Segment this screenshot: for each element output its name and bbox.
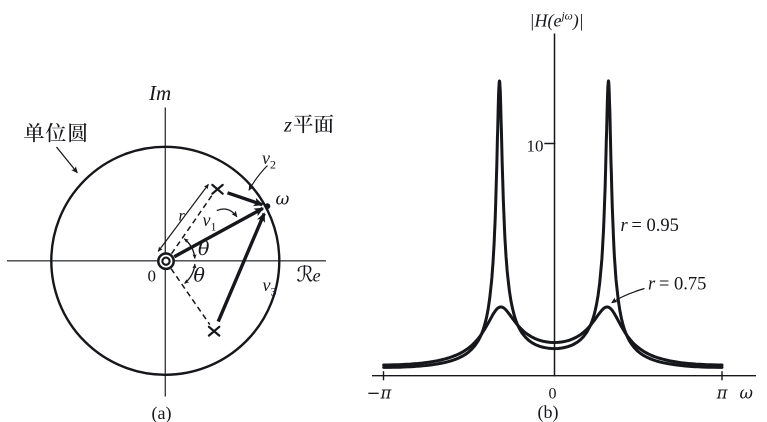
theta-label-upper: θ: [198, 238, 210, 260]
x-tick-label-zero: 0: [549, 386, 557, 403]
unit-circle-leader-arrow: [55, 146, 78, 174]
vector-v1-origin-to-omega: [173, 206, 265, 259]
theta-label-lower: θ: [194, 265, 206, 287]
panel-b-caption: (b): [538, 402, 559, 422]
series-label-r-0.95: r = 0.95: [621, 216, 679, 236]
v2-leader-arrow: [248, 165, 268, 191]
z-plane-label: z平面: [283, 108, 334, 138]
origin-label: 0: [148, 267, 157, 286]
pole-marker-lower: [207, 325, 221, 337]
vector-v2-upper-pole-to-omega: [226, 191, 264, 207]
chart-y-axis-title: |H(ejω)|: [530, 11, 584, 32]
unit-circle-label: 单位圆: [24, 118, 89, 148]
x-tick-label-pi: π: [716, 384, 729, 403]
vector-v3-lower-pole-to-omega: [216, 212, 266, 323]
r075-leader-arrow: [611, 287, 645, 304]
y-tick-label-10: 10: [527, 137, 544, 156]
panel-a-caption: (a): [152, 403, 172, 422]
vector-v2-label: v2: [262, 148, 276, 172]
vector-v1-label: v1: [203, 210, 217, 234]
double-zero-marker: [157, 252, 175, 271]
x-axis-label-omega: ω: [740, 384, 753, 403]
real-axis-label: ℛe: [297, 263, 321, 288]
dashed-radius-lower-pole: [170, 268, 211, 326]
radius-dimension-arrow: [157, 183, 209, 252]
theta-arc-lower: [184, 263, 197, 284]
pole-radius-label: r: [179, 208, 186, 225]
v1-leader-arrow: [216, 208, 238, 218]
unit-circle: [50, 145, 281, 376]
omega-point-label: ω: [276, 190, 290, 210]
omega-point: [264, 203, 271, 210]
series-label-r-0.75: r = 0.75: [648, 275, 706, 295]
pole-marker-upper: [211, 183, 224, 195]
panel-b-frequency-response-chart: |H(ejω)| 10 r = 0.95 r = 0.75 −π 0 π ω (…: [367, 11, 756, 422]
x-tick-label-neg-pi: −π: [367, 384, 393, 403]
vector-v3-label: v3: [263, 275, 277, 299]
curve-r-0.75: [382, 305, 724, 367]
panel-a-z-plane-diagram: Im 单位圆 z平面 ℛe 0 r ω θ θ v1 v2 v3 (a): [7, 81, 334, 422]
imag-axis-label: Im: [148, 81, 171, 105]
